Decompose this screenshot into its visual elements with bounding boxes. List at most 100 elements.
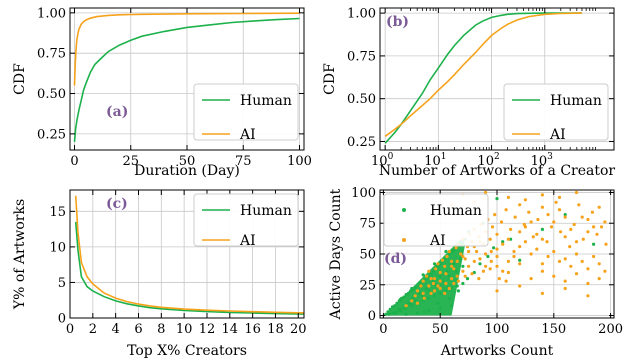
panel-d-point-ai [484,190,488,195]
panel-d-point-ai [557,259,562,263]
panel-c-xtick-label: 10 [176,322,193,337]
panel-c-line-ai [74,195,304,314]
panel-d-point-human [387,312,391,316]
panel-d-point-human [415,311,420,315]
panel-d-point-ai [597,262,601,266]
panel-d-ytick-label: 100 [351,186,376,201]
panel-d-point-human [452,248,456,252]
panel-d-point-ai [540,262,545,266]
panel-d-point-ai [488,237,492,241]
panel-d-point-human [452,262,456,266]
panel-d-point-ai [463,257,467,261]
panel-b-ytick-label: 1.00 [347,7,376,22]
panel-a-line-ai [73,12,300,86]
panel-d-point-ai [429,277,433,281]
panel-d-point-ai [518,203,522,207]
panel-c-xtick-label: 8 [157,322,165,337]
panel-d-point-ai [467,249,471,254]
panel-d-point-ai [586,294,590,298]
panel-d-point-human [404,306,408,310]
panel-a-legend-label-human: Human [240,93,292,109]
panel-c-xtick-label: 16 [244,322,261,337]
panel-d-point-human [427,289,431,293]
panel-d-point-ai [438,279,442,283]
panel-d-point-ai [518,230,522,234]
panel-d-point-ai [529,277,533,281]
panel-d-point-human [397,307,401,311]
panel-d-point-human [456,289,460,293]
panel-d-point-ai [404,304,408,308]
panel-d-point-ai [512,249,516,254]
panel-d-point-human [447,274,451,278]
panel-a-ylabel: CDF [12,63,28,95]
panel-b-xtick-label: 103 [531,152,554,169]
panel-d-point-human [454,269,458,273]
panel-d-point-ai [523,198,528,202]
panel-d-point-ai [569,264,573,268]
panel-b-ytick-label: 0.75 [347,49,376,64]
panel-d-point-human [415,284,420,288]
panel-d-point-ai [577,203,581,207]
panel-d-point-human [450,304,454,308]
panel-d-point-ai [536,217,540,222]
panel-d-point-ai [595,232,599,236]
panel-d-point-ai [452,267,456,271]
panel-d-point-ai [540,237,545,241]
panel-d-point-ai [580,215,584,219]
panel-d-point-ai [499,220,504,224]
panel-d-point-human [432,262,437,266]
panel-d-point-human [447,252,451,256]
panel-b-line-human [384,12,582,144]
panel-c-xtick-label: 4 [112,322,120,337]
panel-a-xtick-label: 100 [287,154,312,169]
panel-d-point-human [406,301,410,305]
panel-a-line-human [73,17,300,142]
panel-d-point-ai [552,220,556,224]
panel-c-xtick-label: 14 [222,322,239,337]
panel-d-point-ai [540,291,545,295]
panel-d-point-human [438,306,442,310]
panel-d-point-ai [506,195,510,199]
panel-a-ytick-label: 1.00 [37,6,66,21]
panel-a-xlabel: Duration (Day) [134,163,240,179]
panel-d-point-human [461,281,465,286]
panel-d-point-ai [512,254,516,259]
panel-d-point-ai [450,259,454,263]
panel-d-point-ai [513,215,517,219]
panel-d-point-human [398,297,402,302]
panel-d-ylabel: Active Days Count [328,188,344,320]
panel-d-point-ai [432,277,437,281]
panel-d-point-ai [563,257,567,261]
panel-a-tag: (a) [106,104,128,120]
panel-d-point-human [393,304,397,308]
panel-d-point-human [438,274,442,278]
panel-d-point-human [447,296,451,300]
panel-d-point-ai [455,259,459,263]
panel-d-point-human [425,286,429,291]
panel-d-point-ai [557,195,562,199]
panel-d-point-ai [501,242,505,246]
panel-d-point-human [436,264,440,268]
panel-d-point-ai [527,210,531,214]
panel-d-point-ai [447,286,451,291]
panel-d-xtick-label: 50 [432,322,449,337]
panel-d-point-ai [535,232,539,236]
panel-d-point-human [410,286,414,291]
panel-d-point-ai [489,259,493,263]
panel-c-xtick-label: 0 [66,322,74,337]
panel-d-point-human [436,301,440,305]
panel-d-point-ai [472,259,476,263]
panel-c-legend-box [193,193,299,247]
panel-d-point-ai [452,281,456,286]
panel-d-point-ai [586,230,590,234]
panel-d-point-human [431,269,435,273]
panel-d-point-ai [410,299,414,303]
panel-d-point-human [386,310,390,314]
panel-a-xtick-label: 75 [235,154,252,169]
panel-c: Y% of Artworks Top X% Creators 0 2 4 6 8 10 12… [12,189,307,359]
panel-d-point-human [420,294,424,298]
panel-d-point-ai [586,217,590,222]
panel-d-point-human [402,295,406,299]
panel-d-point-ai [592,254,596,259]
